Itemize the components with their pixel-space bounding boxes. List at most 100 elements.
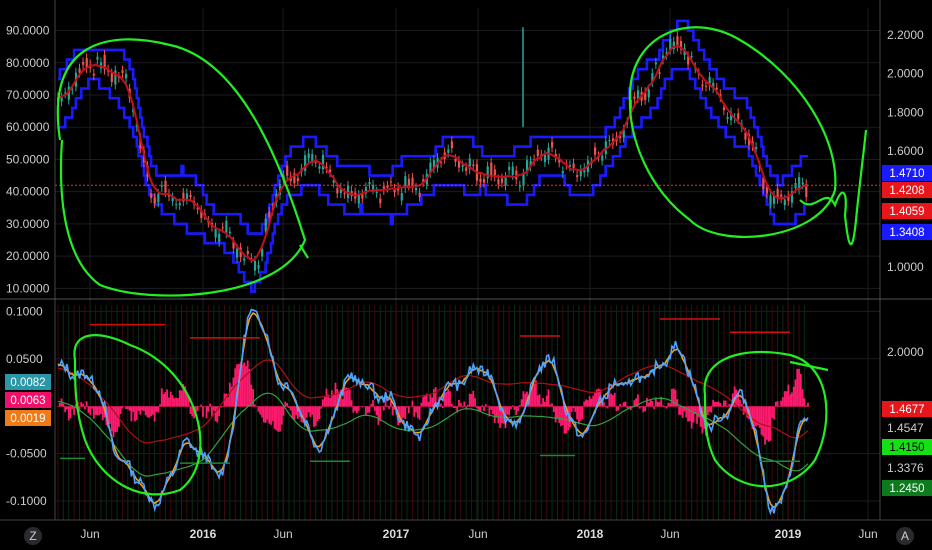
- histogram-bar: [672, 388, 675, 407]
- histogram-bar: [382, 406, 385, 411]
- histogram-bar: [522, 391, 525, 407]
- histogram-bar: [445, 392, 448, 407]
- candle-body: [783, 199, 786, 206]
- histogram-bar: [67, 406, 70, 421]
- candle-body: [636, 90, 640, 99]
- histogram-bar: [543, 401, 546, 407]
- histogram-bar: [212, 406, 215, 411]
- candle-body: [261, 248, 264, 257]
- candle-body: [139, 137, 142, 149]
- badge-label: 1.2450: [889, 483, 924, 495]
- histogram-bar: [126, 406, 129, 410]
- histogram-bar: [234, 368, 237, 407]
- candle-body: [787, 195, 790, 201]
- histogram-bar: [92, 406, 95, 419]
- candle-body: [457, 160, 461, 168]
- histogram-bar: [169, 391, 172, 407]
- time-axis-label: Jun: [858, 527, 877, 541]
- histogram-bar: [250, 384, 253, 407]
- histogram-bar: [769, 406, 772, 441]
- histogram-bar: [386, 405, 389, 407]
- badge-background: [882, 439, 932, 455]
- histogram-bar: [112, 406, 115, 438]
- histogram-bar: [611, 395, 614, 407]
- histogram-bar: [264, 406, 267, 423]
- badge-label: 1.4150: [889, 442, 924, 454]
- histogram-bar: [148, 406, 151, 418]
- histogram-bar: [771, 406, 774, 419]
- candle-body: [296, 178, 300, 182]
- candle-body: [672, 41, 675, 50]
- histogram-bar: [243, 362, 246, 407]
- annotation-stroke: [789, 360, 829, 372]
- histogram-bar: [798, 368, 800, 407]
- histogram-bar: [658, 402, 661, 407]
- histogram-bar: [261, 406, 263, 418]
- histogram-bar: [513, 406, 516, 410]
- histogram-bar: [180, 390, 183, 407]
- histogram-bar: [592, 395, 595, 407]
- histogram-bar: [64, 406, 67, 413]
- histogram-bar: [239, 362, 242, 407]
- moving-average-line: [57, 45, 809, 262]
- histogram-bar: [458, 399, 460, 407]
- candle-body: [422, 179, 425, 183]
- histogram-bar: [144, 406, 147, 416]
- time-axis-label: Jun: [273, 527, 292, 541]
- histogram-bar: [581, 406, 584, 420]
- histogram-bar: [227, 396, 229, 407]
- histogram-bar: [381, 406, 383, 408]
- right-axis-tick-label: 1.6000: [887, 144, 924, 158]
- histogram-bar: [701, 406, 704, 434]
- histogram-bar: [277, 406, 280, 432]
- histogram-bar: [316, 406, 319, 422]
- right-oscillator-badge: 1.4150: [882, 439, 932, 455]
- histogram-bar: [134, 406, 136, 422]
- histogram-bar: [291, 406, 294, 419]
- histogram-bar: [128, 406, 131, 411]
- candle-body: [178, 203, 181, 206]
- candle-body: [508, 166, 511, 171]
- histogram-bar: [620, 405, 623, 407]
- histogram-bar: [574, 406, 577, 412]
- candle-body: [225, 220, 228, 234]
- button-circle[interactable]: [24, 527, 42, 545]
- candle-body: [490, 162, 493, 176]
- candle-body: [404, 176, 407, 189]
- histogram-bar: [472, 390, 475, 407]
- candle-body: [286, 165, 289, 176]
- histogram-bar: [450, 404, 453, 407]
- price-panel[interactable]: [55, 19, 880, 293]
- oscillator-panel[interactable]: [57, 305, 809, 520]
- candle-body: [472, 164, 475, 167]
- histogram-bar: [194, 406, 197, 413]
- right-price-badge: 1.3408: [882, 224, 932, 240]
- histogram-bar: [465, 406, 468, 409]
- histogram-bar: [712, 399, 715, 407]
- histogram-bar: [508, 406, 510, 416]
- histogram-bar: [497, 406, 500, 424]
- histogram-bar: [398, 406, 401, 424]
- histogram-bar: [66, 406, 68, 410]
- histogram-bar: [617, 406, 620, 411]
- candle-body: [529, 161, 532, 167]
- auto-scale-left-button[interactable]: Z: [24, 527, 42, 545]
- histogram-bar: [424, 395, 426, 407]
- histogram-bar: [765, 406, 768, 440]
- histogram-bar: [467, 404, 469, 407]
- histogram-bar: [415, 406, 417, 413]
- auto-scale-right-button[interactable]: A: [896, 527, 914, 545]
- histogram-bar: [755, 406, 757, 427]
- histogram-bar: [624, 401, 627, 407]
- histogram-bar: [653, 406, 655, 410]
- candle-body: [726, 117, 729, 119]
- histogram-bar: [535, 380, 537, 407]
- histogram-bar: [307, 406, 310, 413]
- button-label: Z: [29, 529, 36, 543]
- histogram-bar: [178, 390, 181, 407]
- button-circle[interactable]: [896, 527, 914, 545]
- histogram-bar: [132, 406, 135, 412]
- histogram-bar: [363, 406, 365, 407]
- histogram-bar: [533, 383, 536, 407]
